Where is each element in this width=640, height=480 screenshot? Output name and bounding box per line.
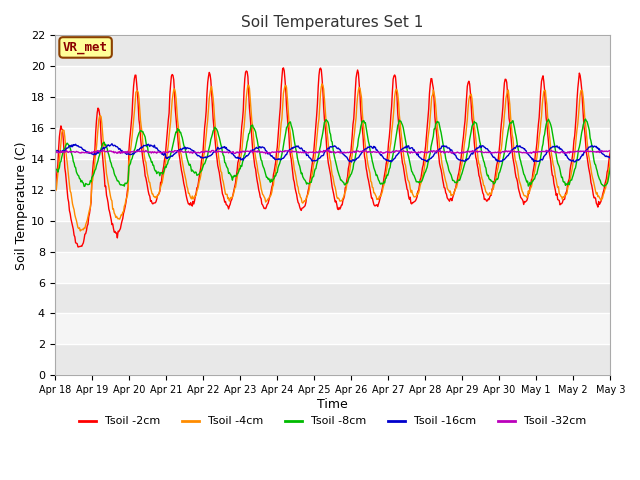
Bar [55, 190, 611, 221]
Tsoil -2cm [205, 73, 212, 79]
Tsoil -32cm [418, 149, 426, 155]
Tsoil -2cm [402, 178, 410, 184]
Tsoil -32cm [262, 151, 269, 156]
Tsoil -16cm [119, 150, 127, 156]
Bar [55, 36, 611, 66]
Tsoil -32cm [324, 147, 332, 153]
Tsoil -2cm [61, 165, 68, 170]
Legend: Tsoil -2cm, Tsoil -4cm, Tsoil -8cm, Tsoil -16cm, Tsoil -32cm: Tsoil -2cm, Tsoil -4cm, Tsoil -8cm, Tsoi… [75, 412, 590, 431]
Tsoil -8cm [582, 116, 589, 122]
Tsoil -16cm [205, 154, 212, 159]
Bar [55, 97, 611, 128]
Tsoil -16cm [51, 148, 59, 154]
Tsoil -2cm [280, 65, 287, 71]
Tsoil -4cm [76, 228, 84, 234]
Tsoil -4cm [175, 134, 183, 140]
Tsoil -16cm [348, 159, 355, 165]
Tsoil -2cm [418, 170, 426, 176]
Tsoil -8cm [51, 168, 59, 173]
Tsoil -4cm [607, 158, 614, 164]
Bar [55, 313, 611, 344]
Bar [55, 283, 611, 313]
Title: Soil Temperatures Set 1: Soil Temperatures Set 1 [241, 15, 424, 30]
Tsoil -8cm [61, 146, 68, 152]
Tsoil -32cm [204, 149, 212, 155]
Line: Tsoil -32cm: Tsoil -32cm [55, 150, 611, 154]
Bar [55, 221, 611, 252]
Bar [55, 66, 611, 97]
Tsoil -32cm [607, 147, 614, 153]
Bar [55, 159, 611, 190]
Tsoil -4cm [205, 106, 212, 111]
Tsoil -16cm [108, 141, 116, 146]
Tsoil -2cm [175, 152, 183, 157]
Tsoil -4cm [51, 189, 59, 195]
Tsoil -8cm [80, 183, 88, 189]
Tsoil -32cm [175, 148, 182, 154]
X-axis label: Time: Time [317, 398, 348, 411]
Tsoil -8cm [401, 133, 408, 139]
Tsoil -4cm [119, 209, 127, 215]
Line: Tsoil -2cm: Tsoil -2cm [55, 68, 611, 247]
Bar [55, 128, 611, 159]
Text: VR_met: VR_met [63, 41, 108, 54]
Line: Tsoil -8cm: Tsoil -8cm [55, 119, 611, 186]
Bar [55, 4, 611, 36]
Tsoil -2cm [119, 216, 127, 221]
Tsoil -32cm [118, 150, 126, 156]
Tsoil -8cm [119, 182, 127, 188]
Tsoil -16cm [418, 156, 426, 162]
Y-axis label: Soil Temperature (C): Soil Temperature (C) [15, 141, 28, 270]
Bar [55, 344, 611, 375]
Tsoil -32cm [61, 149, 68, 155]
Tsoil -16cm [175, 147, 183, 153]
Tsoil -4cm [418, 178, 426, 184]
Tsoil -32cm [51, 150, 59, 156]
Tsoil -16cm [607, 154, 614, 159]
Tsoil -8cm [607, 165, 614, 171]
Tsoil -16cm [402, 145, 410, 151]
Line: Tsoil -4cm: Tsoil -4cm [55, 84, 611, 231]
Line: Tsoil -16cm: Tsoil -16cm [55, 144, 611, 162]
Tsoil -2cm [607, 149, 614, 155]
Tsoil -4cm [402, 162, 410, 168]
Tsoil -32cm [402, 149, 410, 155]
Bar [55, 252, 611, 283]
Tsoil -4cm [318, 81, 326, 87]
Tsoil -2cm [75, 244, 83, 250]
Tsoil -16cm [61, 148, 68, 154]
Tsoil -8cm [205, 148, 212, 154]
Tsoil -2cm [51, 194, 59, 200]
Tsoil -4cm [61, 134, 68, 140]
Tsoil -8cm [417, 179, 425, 185]
Tsoil -8cm [175, 127, 183, 132]
